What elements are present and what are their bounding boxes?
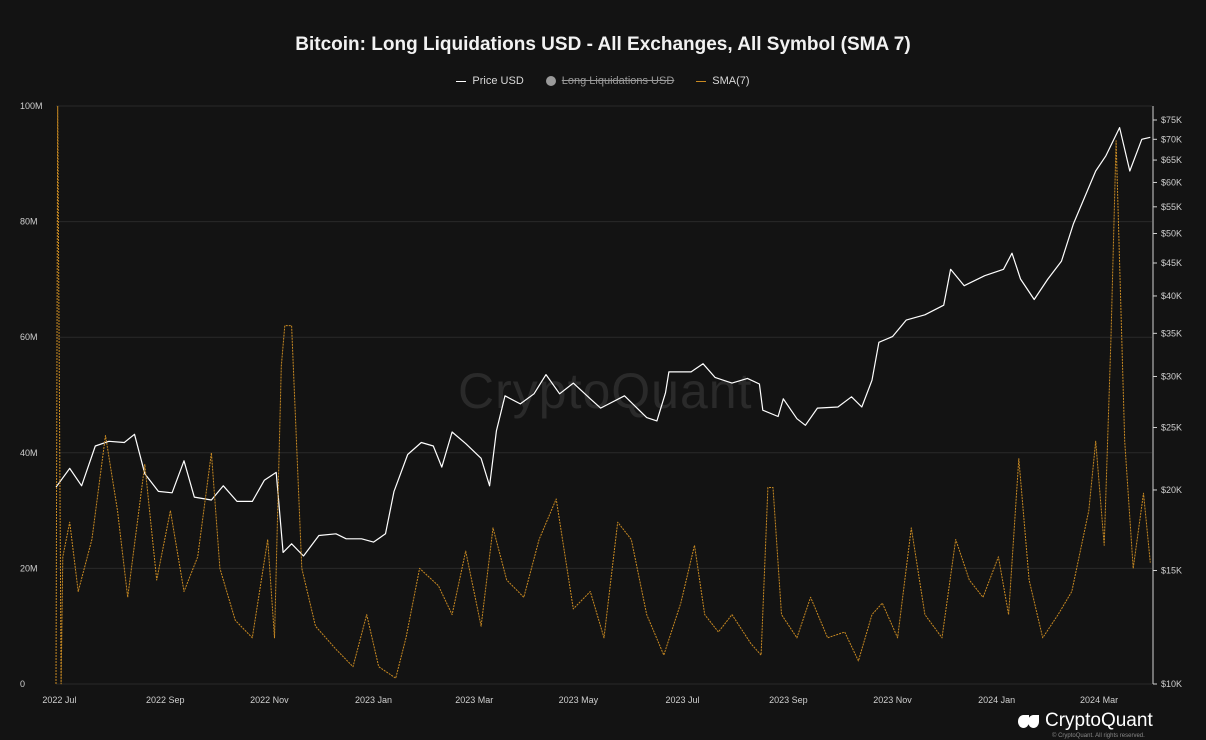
- y-right-tick-label: $65K: [1161, 155, 1182, 165]
- x-tick-label: 2024 Mar: [1080, 695, 1118, 705]
- legend-sma-label: SMA(7): [712, 75, 750, 87]
- y-right-tick-label: $20K: [1161, 485, 1182, 495]
- sma-7-series-line: [55, 105, 1151, 685]
- y-right-tick-label: $30K: [1161, 371, 1182, 381]
- legend-liquidations-dot-icon: [545, 76, 556, 86]
- x-tick-label: 2023 Sep: [769, 695, 808, 705]
- x-tick-label: 2023 Mar: [455, 695, 493, 705]
- y-left-tick-label: 0: [20, 679, 25, 689]
- legend-item-price[interactable]: Price USD: [456, 75, 524, 87]
- y-right-tick-label: $40K: [1161, 291, 1182, 301]
- legend: Price USD Long Liquidations USD SMA(7): [0, 75, 1206, 87]
- y-right-tick-label: $35K: [1161, 328, 1182, 338]
- chart-title: Bitcoin: Long Liquidations USD - All Exc…: [295, 34, 911, 55]
- y-right-tick-label: $25K: [1161, 423, 1182, 433]
- copyright-text: © CryptoQuant. All rights reserved.: [1052, 733, 1145, 739]
- watermark: CryptoQuant: [458, 363, 753, 419]
- price-usd-series-line: [55, 126, 1151, 557]
- legend-price-label: Price USD: [472, 75, 524, 87]
- legend-item-sma[interactable]: SMA(7): [696, 75, 750, 87]
- legend-price-line-icon: [456, 80, 467, 82]
- x-tick-label: 2024 Jan: [978, 695, 1015, 705]
- x-tick-label: 2023 Jul: [666, 695, 700, 705]
- x-tick-label: 2023 Nov: [873, 695, 912, 705]
- y-right-tick-label: $10K: [1161, 679, 1182, 689]
- y-left-tick-label: 80M: [20, 217, 38, 227]
- y-right-tick-label: $55K: [1161, 202, 1182, 212]
- y-right-tick-label: $75K: [1161, 115, 1182, 125]
- x-tick-label: 2023 Jan: [355, 695, 392, 705]
- cryptoquant-logo: CryptoQuant: [1018, 710, 1153, 732]
- y-right-tick-label: $15K: [1161, 566, 1182, 576]
- y-left-tick-label: 20M: [20, 563, 38, 573]
- cryptoquant-logo-icon: [1018, 713, 1040, 729]
- y-right-tick-label: $50K: [1161, 228, 1182, 238]
- y-right-tick-label: $60K: [1161, 177, 1182, 187]
- x-tick-label: 2022 Jul: [42, 695, 76, 705]
- x-tick-label: 2023 May: [559, 695, 599, 705]
- y-left-tick-label: 100M: [20, 101, 43, 111]
- legend-item-long-liquidations[interactable]: Long Liquidations USD: [545, 75, 675, 87]
- legend-liquidations-label: Long Liquidations USD: [561, 75, 675, 87]
- y-left-tick-label: 60M: [20, 332, 38, 342]
- x-tick-label: 2022 Nov: [250, 695, 289, 705]
- y-right-tick-label: $70K: [1161, 134, 1182, 144]
- legend-sma-line-icon: [696, 80, 707, 82]
- y-right-tick-label: $45K: [1161, 258, 1182, 268]
- logo-text: CryptoQuant: [1045, 710, 1153, 731]
- y-left-tick-label: 40M: [20, 448, 38, 458]
- x-tick-label: 2022 Sep: [146, 695, 185, 705]
